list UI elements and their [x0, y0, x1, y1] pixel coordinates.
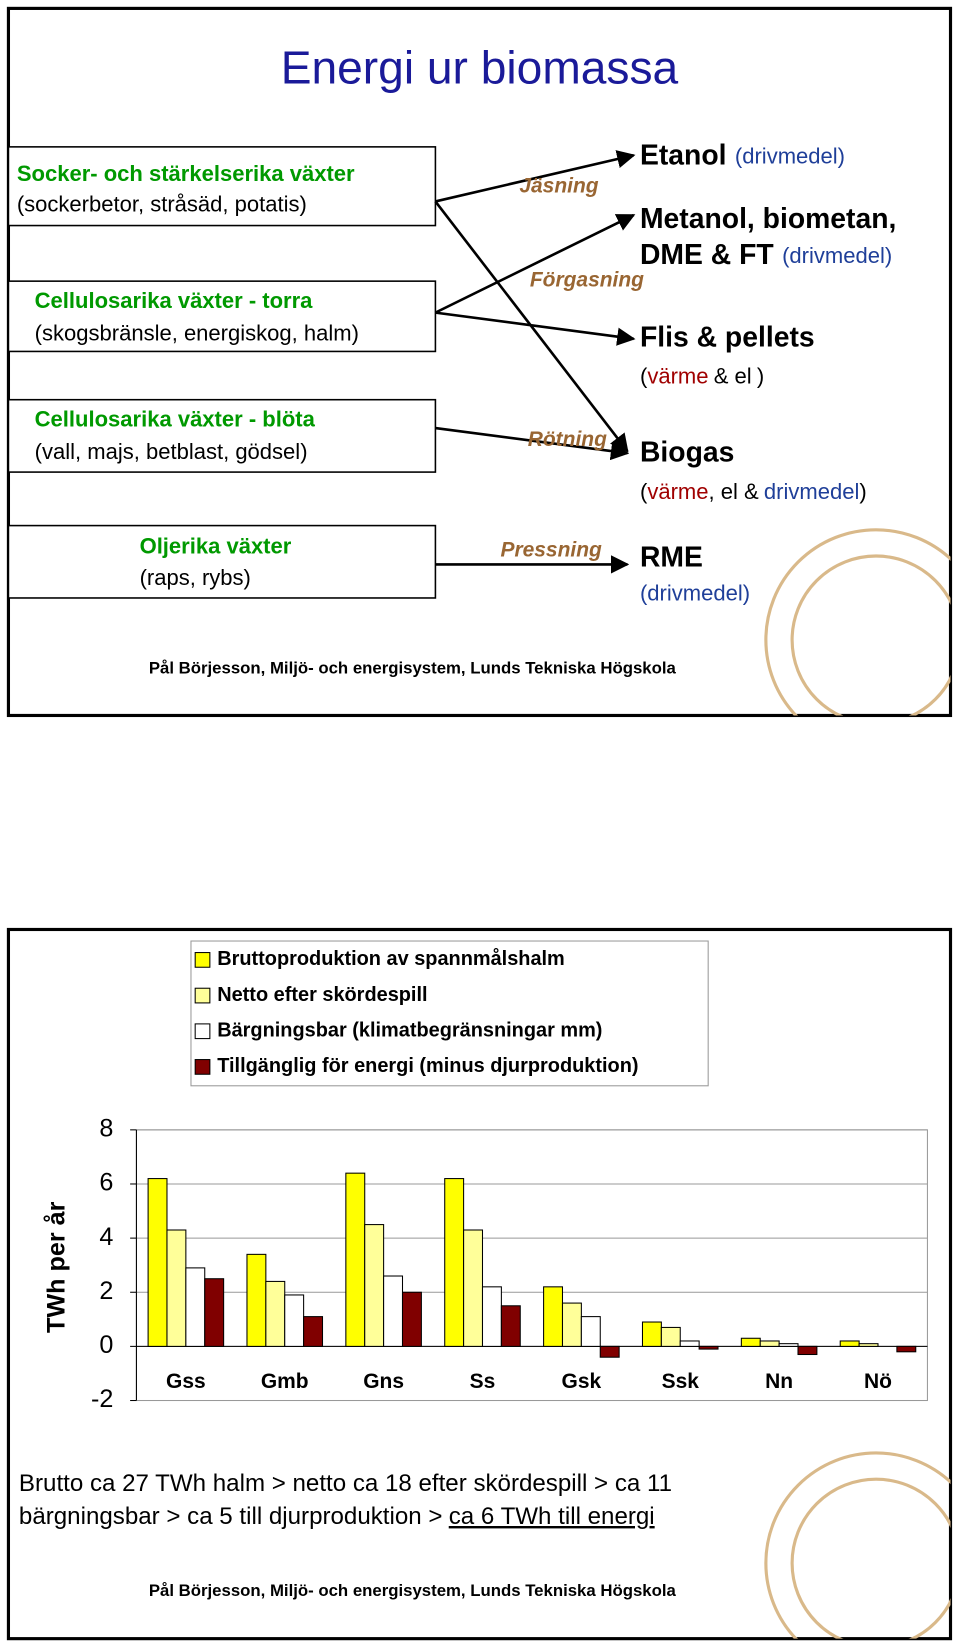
y-tick-label: 8 — [99, 1115, 113, 1143]
legend-swatch — [194, 987, 211, 1004]
bar — [265, 1280, 286, 1347]
bar — [896, 1345, 917, 1353]
x-tick-label: Ssk — [662, 1370, 700, 1393]
y-tick-label: 6 — [99, 1169, 113, 1197]
x-tick-label: Nn — [765, 1370, 793, 1393]
bar — [839, 1340, 860, 1347]
slide-frame — [6, 6, 953, 718]
bar — [185, 1267, 206, 1347]
source-examples: (sockerbetor, stråsäd, potatis) — [17, 191, 307, 216]
x-tick-label: Gmb — [261, 1370, 309, 1393]
y-tick-label: 0 — [99, 1331, 113, 1359]
source-title: Cellulosarika växter - torra — [35, 288, 314, 313]
bar — [660, 1326, 681, 1347]
caption: Brutto ca 27 TWh halm > netto ca 18 efte… — [19, 1470, 672, 1497]
y-tick-label: -2 — [91, 1385, 113, 1413]
bar — [383, 1275, 404, 1347]
product: Metanol, biometan, — [640, 203, 896, 235]
legend — [190, 940, 709, 1087]
bar — [759, 1340, 780, 1347]
seal — [764, 528, 951, 716]
process: Pressning — [500, 538, 602, 561]
x-tick-label: Gss — [166, 1370, 206, 1393]
process: Rötning — [528, 428, 607, 451]
x-tick-label: Gns — [363, 1370, 404, 1393]
x-tick-label: Gsk — [562, 1370, 602, 1393]
bar — [641, 1321, 662, 1347]
product-use: (värme, el & drivmedel) — [640, 479, 867, 504]
bar — [364, 1224, 385, 1347]
product-use: (drivmedel) — [640, 581, 750, 606]
y-tick-label: 4 — [99, 1223, 113, 1251]
bar — [345, 1172, 366, 1347]
legend-swatch — [194, 1023, 211, 1040]
process: Jäsning — [519, 174, 598, 197]
bar — [166, 1229, 187, 1347]
source-title: Socker- och stärkelserika växter — [17, 161, 355, 186]
caption: bärgningsbar > ca 5 till djurproduktion … — [19, 1503, 655, 1530]
y-axis-label: TWh per år — [42, 1201, 70, 1333]
bar — [401, 1291, 422, 1347]
footer: Pål Börjesson, Miljö- och energisystem, … — [149, 1581, 677, 1600]
bar — [543, 1286, 564, 1347]
chart: -2 0 2 4 6 8 Bruttoproduktion av spannmålshalm… — [91, 947, 928, 1413]
bar — [481, 1286, 502, 1347]
legend-swatch — [194, 1059, 211, 1075]
arrows — [434, 150, 636, 574]
legend-label: Bruttoproduktion av spannmålshalm — [217, 947, 565, 970]
bar — [797, 1345, 818, 1356]
bar — [147, 1178, 168, 1347]
bar — [740, 1337, 761, 1347]
bar — [778, 1343, 799, 1347]
seal — [764, 1451, 951, 1639]
bar — [599, 1345, 620, 1358]
legend-label: Netto efter skördespill — [217, 984, 427, 1006]
bar — [500, 1305, 521, 1347]
process: Förgasning — [530, 269, 644, 292]
bar — [698, 1345, 719, 1350]
source-boxes — [7, 146, 437, 599]
bar — [303, 1316, 324, 1347]
source-examples: (skogsbränsle, energiskog, halm) — [35, 320, 359, 345]
bar — [580, 1316, 601, 1347]
bar — [204, 1278, 225, 1347]
product: Biogas — [640, 437, 734, 469]
bar — [858, 1343, 879, 1347]
source-examples: (vall, majs, betblast, gödsel) — [35, 439, 308, 464]
product-use: (värme & el) — [640, 363, 764, 388]
source-title: Oljerika växter — [140, 533, 292, 558]
bar — [463, 1229, 484, 1347]
y-tick-label: 2 — [99, 1277, 113, 1305]
bar — [679, 1340, 700, 1347]
bar — [444, 1178, 465, 1347]
source-title: Cellulosarika växter - blöta — [35, 406, 316, 431]
product: RME — [640, 542, 703, 574]
product: Etanol (drivmedel) — [640, 140, 845, 172]
bar — [561, 1302, 582, 1347]
bar — [284, 1294, 305, 1347]
legend-swatch — [194, 952, 211, 968]
product: Flis & pellets — [640, 321, 815, 353]
legend-label: Tillgänglig för energi (minus djurproduk… — [217, 1055, 638, 1077]
x-tick-label: Ss — [470, 1370, 496, 1393]
product: DME & FT (drivmedel) — [640, 240, 892, 272]
legend-label: Bärgningsbar (klimatbegränsningar mm) — [217, 1020, 602, 1042]
title: Energi ur biomassa — [281, 42, 679, 94]
bar — [246, 1253, 267, 1347]
x-tick-label: Nö — [864, 1370, 892, 1393]
source-examples: (raps, rybs) — [140, 565, 251, 590]
footer: Pål Börjesson, Miljö- och energisystem, … — [149, 659, 677, 678]
